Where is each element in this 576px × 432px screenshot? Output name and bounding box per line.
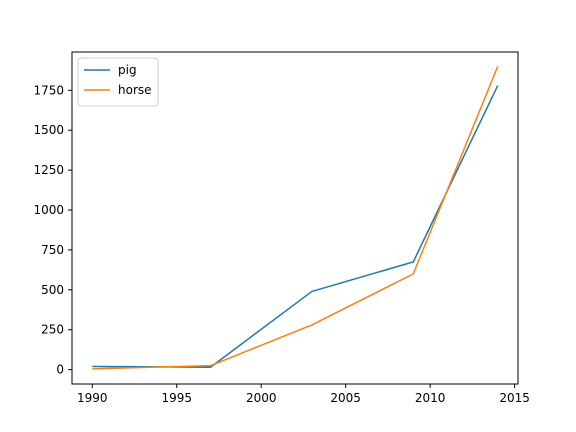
y-tick-label: 1750 [33, 83, 64, 97]
y-tick-label: 250 [41, 323, 64, 337]
y-tick-label: 1250 [33, 163, 64, 177]
y-tick-label: 500 [41, 283, 64, 297]
x-tick-label: 2005 [330, 391, 361, 405]
y-tick-label: 750 [41, 243, 64, 257]
x-tick-label: 2015 [499, 391, 530, 405]
y-tick-label: 1500 [33, 123, 64, 137]
x-tick-label: 1990 [77, 391, 108, 405]
y-tick-label: 1000 [33, 203, 64, 217]
plot-frame [71, 51, 519, 385]
series-line-horse [92, 66, 499, 370]
legend: pig horse [77, 57, 159, 107]
series-lines [92, 66, 499, 370]
x-axis: 1990 1995 2000 2005 2010 2015 [77, 384, 530, 405]
x-tick-label: 1995 [161, 391, 192, 405]
series-line-pig [92, 85, 499, 368]
x-tick-label: 2000 [246, 391, 277, 405]
y-tick-label: 0 [56, 363, 64, 377]
y-axis: 0 250 500 750 1000 1250 1500 1750 [33, 83, 72, 377]
legend-label-pig: pig [118, 63, 137, 77]
legend-label-horse: horse [118, 83, 152, 97]
x-tick-label: 2010 [415, 391, 446, 405]
